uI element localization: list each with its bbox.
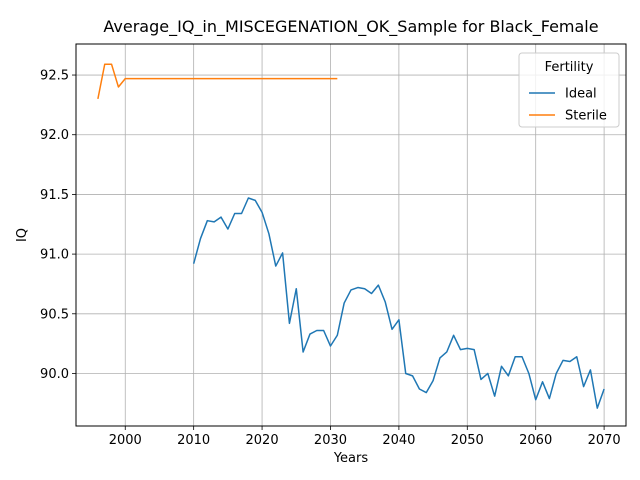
y-tick-label: 92.0 (40, 128, 69, 143)
x-tick-label: 2020 (246, 433, 279, 448)
series-lines (97, 63, 605, 409)
legend-title: Fertility (545, 60, 594, 75)
x-tick-label: 2010 (177, 433, 210, 448)
series-line-ideal (192, 197, 605, 409)
plot-frame (75, 43, 627, 427)
y-tick-label: 91.0 (40, 248, 69, 263)
y-tick-label: 90.5 (40, 307, 69, 322)
x-tick-label: 2040 (382, 433, 415, 448)
x-tick-label: 2070 (588, 433, 621, 448)
y-tick-label: 92.5 (40, 69, 69, 84)
x-axis: 2000 2010 2020 2030 2040 2050 2060 2070 (109, 426, 621, 448)
y-axis-label: IQ (15, 228, 30, 242)
x-tick-label: 2000 (109, 433, 142, 448)
legend: Fertility Ideal Sterile (518, 52, 620, 128)
series-line-sterile (97, 63, 338, 100)
x-axis-label: Years (333, 451, 369, 466)
legend-label-sterile: Sterile (565, 109, 607, 124)
legend-items: Ideal Sterile (529, 87, 607, 124)
y-tick-label: 91.5 (40, 188, 69, 203)
legend-label-ideal: Ideal (565, 87, 597, 102)
x-tick-label: 2030 (314, 433, 347, 448)
y-tick-label: 90.0 (40, 367, 69, 382)
y-axis: 90.0 90.5 91.0 91.5 92.0 92.5 (40, 69, 76, 382)
legend-box (518, 52, 620, 128)
x-tick-label: 2050 (451, 433, 484, 448)
x-tick-label: 2060 (519, 433, 552, 448)
chart-title: Average_IQ_in_MISCEGENATION_OK_Sample fo… (103, 17, 598, 37)
